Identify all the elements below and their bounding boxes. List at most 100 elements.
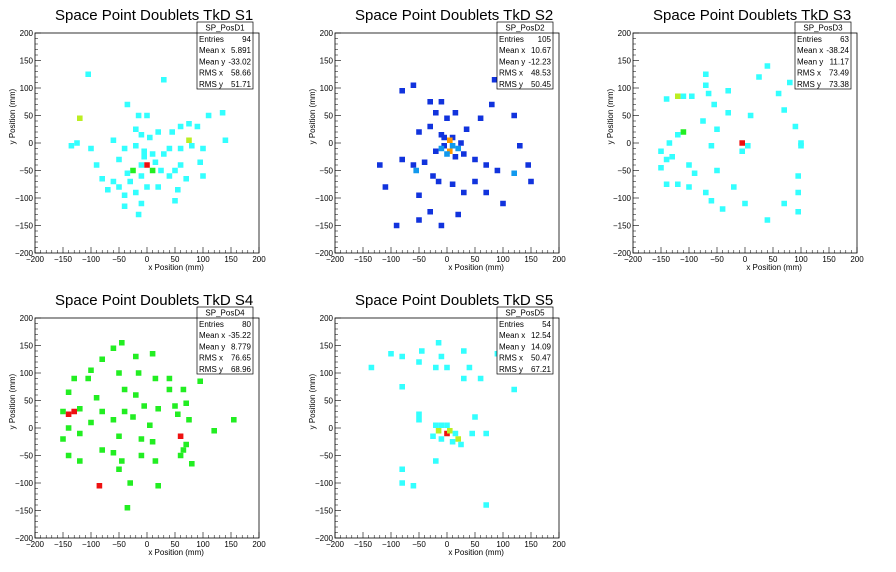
histogram-bin (183, 441, 189, 448)
histogram-bin (141, 403, 147, 409)
y-tick-label: 200 (618, 29, 632, 38)
histogram-bin (116, 156, 122, 163)
y-tick-label: −100 (15, 194, 34, 203)
stats-value: -35.22 (228, 331, 251, 340)
histogram-bin (133, 143, 139, 149)
histogram-bin (731, 184, 737, 190)
y-tick-label: 100 (20, 369, 34, 378)
histogram-bin (663, 181, 670, 187)
histogram-bin (382, 184, 389, 190)
histogram-bin (416, 411, 422, 417)
stats-value: 68.96 (231, 365, 252, 374)
histogram-bin (708, 198, 715, 204)
histogram-bin (700, 118, 706, 124)
histogram-bin (149, 167, 156, 174)
histogram-bin (511, 386, 517, 393)
histogram-bin (149, 351, 156, 357)
histogram-bin (161, 77, 167, 83)
histogram-bin (528, 178, 534, 185)
x-tick-label: 0 (743, 255, 748, 264)
histogram-bin (119, 340, 125, 346)
histogram-bin (158, 167, 164, 174)
histogram-bin (430, 433, 436, 439)
histogram-bin (399, 88, 405, 94)
histogram-bin (99, 356, 105, 362)
stats-label: Mean y (797, 57, 823, 66)
chart-panel-2: Space Point Doublets TkD S2−200 −150 −100−… (308, 7, 566, 272)
histogram-bin (444, 422, 450, 428)
histogram-bin (427, 123, 433, 130)
histogram-bin (183, 176, 189, 182)
y-tick-label: 0 (329, 424, 334, 433)
stats-label: Entries (199, 35, 224, 44)
y-tick-label: 100 (618, 84, 632, 93)
stats-label: Entries (499, 320, 524, 329)
y-tick-label: −150 (613, 222, 632, 231)
histogram-bin (172, 403, 178, 409)
histogram-bin (483, 162, 489, 168)
x-tick-label: 150 (524, 540, 538, 549)
stats-label: RMS x (199, 69, 223, 78)
stats-box: SP_PosD1 Entries 94 Mean x 5.891 Mean y -33.02… (196, 21, 254, 90)
histogram-bin (116, 184, 122, 190)
stats-label: Mean x (499, 331, 525, 340)
stats-name: SP_PosD4 (205, 309, 245, 318)
histogram-bin (419, 348, 425, 354)
histogram-bin (152, 375, 159, 382)
y-tick-label: 200 (20, 314, 34, 323)
histogram-bin (438, 353, 445, 360)
histogram-bin (116, 433, 122, 439)
histogram-bin (483, 430, 489, 437)
x-axis-label: x Position (mm) (448, 263, 504, 272)
histogram-bin (393, 222, 400, 229)
histogram-bin (121, 203, 128, 209)
histogram-bin (689, 93, 695, 99)
histogram-bin (452, 110, 459, 116)
x-tick-label: −50 (412, 255, 426, 264)
x-tick-label: −200 (326, 540, 345, 549)
histogram-bin (141, 154, 147, 160)
stats-box: SP_PosD2 Entries 105 Mean x 10.67 Mean y -12.2… (496, 21, 554, 90)
histogram-bin (449, 439, 456, 445)
x-tick-label: 50 (471, 540, 480, 549)
y-tick-label: 100 (20, 84, 34, 93)
y-tick-label: −100 (315, 479, 334, 488)
histogram-bin (130, 167, 136, 174)
histogram-bin (110, 417, 117, 423)
stats-value: 12.54 (531, 331, 552, 340)
x-tick-label: 200 (552, 255, 566, 264)
histogram-bin (399, 466, 405, 472)
histogram-bin (438, 436, 445, 442)
histogram-bin (525, 162, 531, 168)
histogram-bin (711, 101, 717, 108)
x-tick-label: 0 (145, 255, 150, 264)
x-axis-label: x Position (mm) (746, 263, 802, 272)
histogram-bin (433, 422, 439, 428)
stats-value: -33.02 (228, 57, 251, 66)
histogram-bin (461, 348, 467, 354)
x-tick-label: 0 (445, 540, 450, 549)
histogram-bin (466, 364, 473, 371)
y-axis-label: y Position (mm) (606, 88, 615, 144)
histogram-bin (135, 211, 142, 218)
histogram-bin (110, 178, 117, 185)
histogram-bin (180, 447, 187, 453)
stats-name: SP_PosD2 (505, 24, 545, 33)
histogram-bin (177, 123, 184, 130)
histogram-bin (458, 441, 464, 448)
y-tick-label: 100 (320, 369, 334, 378)
histogram-bin (166, 375, 173, 382)
stats-value: 80 (242, 320, 251, 329)
histogram-bin (669, 154, 675, 160)
histogram-bin (714, 126, 720, 132)
histogram-bin (124, 101, 131, 108)
stats-value: 5.891 (231, 46, 252, 55)
y-tick-label: −200 (15, 534, 34, 543)
histogram-bin (675, 93, 681, 99)
x-tick-label: 50 (471, 255, 480, 264)
stats-label: RMS y (499, 365, 523, 374)
y-tick-label: 200 (20, 29, 34, 38)
histogram-bin (135, 112, 142, 119)
histogram-bin (197, 378, 203, 384)
